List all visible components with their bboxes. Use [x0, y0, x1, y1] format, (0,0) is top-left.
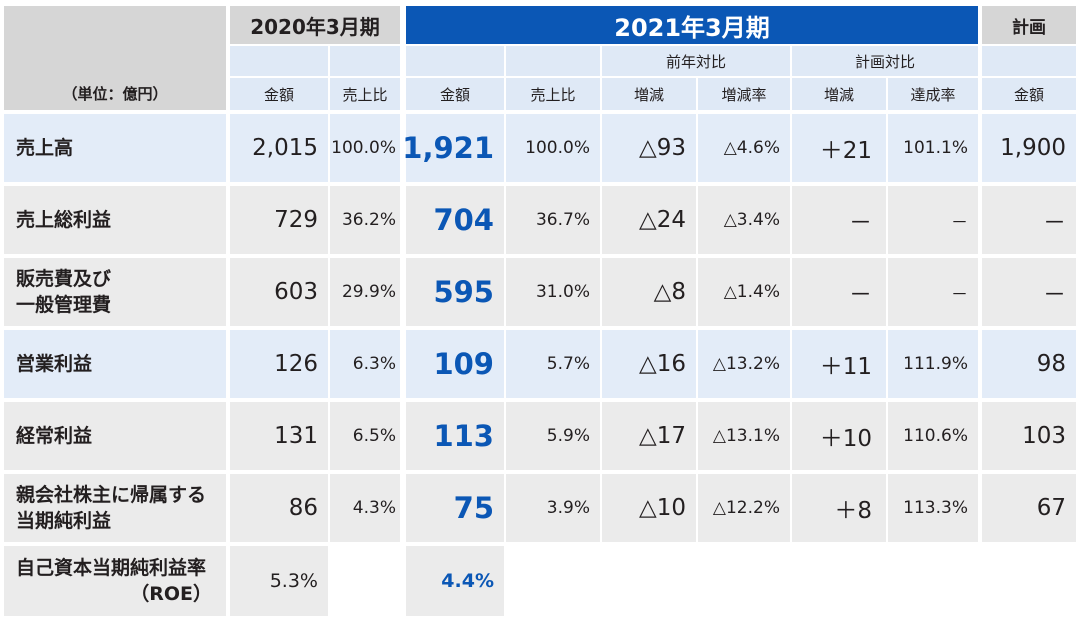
yoy-group-header: 前年対比	[602, 46, 790, 76]
roe-label-line1: 自己資本当期純利益率	[16, 557, 207, 579]
row-label: 売上高	[4, 114, 226, 182]
roe-label: 自己資本当期純利益率 （ROE）	[4, 546, 226, 616]
yoy-rate: △1.4%	[698, 258, 790, 326]
row-label-line1: 販売費及び	[16, 268, 112, 290]
col-curr-ratio: 売上比	[506, 78, 600, 110]
yoy-rate: △12.2%	[698, 474, 790, 542]
period-curr-header: 2021年3月期	[406, 6, 978, 44]
curr-amount: 595	[406, 258, 504, 326]
plan-achievement: －	[888, 258, 978, 326]
plan-group-header: 計画対比	[792, 46, 978, 76]
curr-ratio: 5.7%	[506, 330, 600, 398]
subheader-spacer	[982, 46, 1076, 76]
curr-ratio: 36.7%	[506, 186, 600, 254]
yoy-change: △8	[602, 258, 696, 326]
unit-label: （単位：億円）	[62, 85, 168, 103]
col-plan-achievement: 達成率	[888, 78, 978, 110]
plan-amount: 98	[982, 330, 1076, 398]
col-prev-amount: 金額	[230, 78, 328, 110]
yoy-rate: △13.1%	[698, 402, 790, 470]
plan-change: －	[792, 258, 886, 326]
plan-achievement: 111.9%	[888, 330, 978, 398]
plan-change: ＋21	[792, 114, 886, 182]
col-prev-ratio: 売上比	[330, 78, 400, 110]
prev-amount: 2,015	[230, 114, 328, 182]
col-yoy-change: 増減	[602, 78, 696, 110]
plan-header: 計画	[982, 6, 1076, 44]
subheader-spacer	[230, 46, 328, 76]
col-plan-amount: 金額	[982, 78, 1076, 110]
row-label-line2: 一般管理費	[16, 294, 112, 316]
col-curr-amount: 金額	[406, 78, 504, 110]
plan-achievement: 101.1%	[888, 114, 978, 182]
prev-amount: 729	[230, 186, 328, 254]
yoy-change: △24	[602, 186, 696, 254]
curr-ratio: 100.0%	[506, 114, 600, 182]
plan-amount: 1,900	[982, 114, 1076, 182]
plan-amount: －	[982, 186, 1076, 254]
plan-achievement: 113.3%	[888, 474, 978, 542]
curr-ratio: 3.9%	[506, 474, 600, 542]
prev-ratio: 100.0%	[330, 114, 400, 182]
plan-amount: －	[982, 258, 1076, 326]
period-prev-header: 2020年3月期	[230, 6, 400, 44]
plan-achievement: 110.6%	[888, 402, 978, 470]
row-label: 営業利益	[4, 330, 226, 398]
curr-amount: 704	[406, 186, 504, 254]
curr-amount: 109	[406, 330, 504, 398]
row-label: 親会社株主に帰属する 当期純利益	[4, 474, 226, 542]
yoy-change: △10	[602, 474, 696, 542]
row-label-line2: 当期純利益	[16, 510, 112, 532]
curr-ratio: 31.0%	[506, 258, 600, 326]
yoy-rate: △13.2%	[698, 330, 790, 398]
plan-change: ＋10	[792, 402, 886, 470]
row-label: 売上総利益	[4, 186, 226, 254]
prev-ratio: 4.3%	[330, 474, 400, 542]
subheader-spacer	[406, 46, 504, 76]
col-plan-change: 増減	[792, 78, 886, 110]
plan-change: ＋8	[792, 474, 886, 542]
col-yoy-rate: 増減率	[698, 78, 790, 110]
roe-label-line2: （ROE）	[130, 583, 212, 605]
prev-amount: 131	[230, 402, 328, 470]
prev-ratio: 29.9%	[330, 258, 400, 326]
curr-amount: 75	[406, 474, 504, 542]
prev-ratio: 36.2%	[330, 186, 400, 254]
yoy-change: △17	[602, 402, 696, 470]
plan-amount: 103	[982, 402, 1076, 470]
yoy-rate: △4.6%	[698, 114, 790, 182]
row-label: 販売費及び 一般管理費	[4, 258, 226, 326]
curr-ratio: 5.9%	[506, 402, 600, 470]
prev-amount: 126	[230, 330, 328, 398]
curr-amount: 1,921	[402, 114, 504, 182]
plan-change: ＋11	[792, 330, 886, 398]
yoy-rate: △3.4%	[698, 186, 790, 254]
subheader-spacer	[506, 46, 600, 76]
row-label-line1: 親会社株主に帰属する	[16, 484, 207, 506]
prev-ratio: 6.5%	[330, 402, 400, 470]
prev-amount: 86	[230, 474, 328, 542]
roe-curr: 4.4%	[406, 546, 504, 616]
prev-ratio: 6.3%	[330, 330, 400, 398]
plan-change: －	[792, 186, 886, 254]
unit-label-cell: （単位：億円）	[4, 6, 226, 110]
yoy-change: △93	[602, 114, 696, 182]
yoy-change: △16	[602, 330, 696, 398]
curr-amount: 113	[406, 402, 504, 470]
row-label: 経常利益	[4, 402, 226, 470]
prev-amount: 603	[230, 258, 328, 326]
plan-amount: 67	[982, 474, 1076, 542]
subheader-spacer	[330, 46, 400, 76]
roe-prev: 5.3%	[230, 546, 328, 616]
plan-achievement: －	[888, 186, 978, 254]
